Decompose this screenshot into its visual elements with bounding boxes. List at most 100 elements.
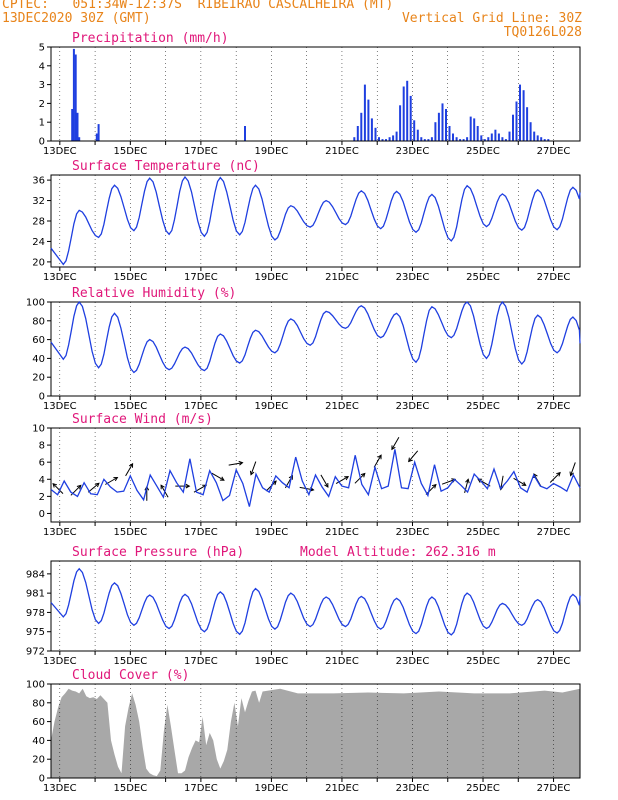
precip-bar [448, 126, 451, 141]
precip-bar [427, 139, 430, 141]
x-tick-label: 17DEC [184, 656, 218, 667]
x-tick-label: 23DEC [396, 527, 430, 538]
x-tick-label: 15DEC [113, 527, 147, 538]
wind-arrow [249, 461, 257, 476]
precip-bar [72, 48, 75, 141]
x-tick-label: 21DEC [325, 656, 359, 667]
y-tick-label: 2 [39, 99, 45, 110]
x-tick-label: 19DEC [255, 527, 289, 538]
y-tick-label: 20 [32, 257, 45, 268]
x-tick-label: 21DEC [325, 272, 359, 283]
panel-3: 0 2 4 6 8 10 13DEC 15DEC 17DEC 19DEC 21DEC 23DEC 25D… [32, 412, 581, 538]
panel-1: 20 24 28 32 36 13DEC 15DEC 17DEC 19DEC 21DEC 23DEC… [32, 159, 581, 283]
precip-bar [374, 127, 377, 141]
wind-arrow [425, 483, 437, 495]
precip-bar [476, 126, 479, 141]
y-tick-label: 20 [32, 373, 45, 384]
panel-5: 0 20 40 60 80 100 13DEC 15DEC 17DEC 19DEC 21DEC 23D… [26, 668, 581, 794]
y-tick-label: 100 [26, 298, 45, 309]
y-tick-label: 975 [26, 627, 45, 638]
precip-bar [452, 133, 454, 141]
wind-arrow [464, 478, 470, 494]
x-tick-label: 15DEC [113, 783, 147, 794]
precip-bar [441, 103, 444, 141]
y-tick-label: 0 [39, 392, 45, 403]
precip-bar [363, 84, 366, 141]
precip-bar [487, 137, 490, 141]
precip-bar [402, 86, 405, 141]
precip-bar [504, 139, 507, 141]
x-tick-label: 15DEC [113, 272, 147, 283]
precip-bar [522, 90, 525, 141]
precip-bar [353, 137, 356, 141]
x-tick-label: 19DEC [255, 146, 289, 157]
run-code: TQ0126L028 [503, 25, 582, 40]
panel-4: 972 975 978 981 984 13DEC 15DEC 17DEC 19DEC 21DEC… [26, 545, 581, 667]
cloud-cover-area [51, 688, 580, 778]
y-tick-label: 1 [39, 118, 45, 129]
series-line-4 [50, 567, 581, 636]
precip-bar [529, 122, 532, 141]
x-tick-label: 17DEC [184, 272, 218, 283]
panel-title: Cloud Cover (%) [72, 668, 189, 683]
x-tick-label: 27DEC [537, 401, 571, 412]
y-tick-label: 2 [39, 492, 45, 503]
wind-speed-line [50, 449, 581, 507]
precip-bar [466, 137, 469, 141]
y-tick-label: 20 [32, 755, 45, 766]
precip-bar [381, 139, 384, 141]
panel-title: Precipitation (mm/h) [72, 31, 229, 46]
x-tick-label: 15DEC [113, 401, 147, 412]
wind-arrow [211, 472, 225, 481]
y-tick-label: 972 [26, 647, 45, 658]
x-tick-label: 17DEC [184, 783, 218, 794]
precip-bar [434, 122, 437, 141]
precip-bar [367, 99, 370, 141]
y-tick-label: 10 [32, 424, 45, 435]
panel-title: Surface Temperature (nC) [72, 159, 260, 174]
wind-arrow [175, 483, 191, 489]
x-tick-label: 23DEC [396, 783, 430, 794]
precip-bar [515, 101, 518, 141]
x-tick-label: 21DEC [325, 527, 359, 538]
y-tick-label: 32 [32, 196, 45, 207]
x-tick-label: 27DEC [537, 783, 571, 794]
x-tick-label: 13DEC [43, 146, 77, 157]
y-tick-label: 40 [32, 736, 45, 747]
precip-bar [519, 84, 521, 141]
x-tick-label: 21DEC [325, 146, 359, 157]
precip-bar [385, 139, 387, 141]
precip-bar [406, 80, 409, 141]
x-tick-label: 25DEC [466, 146, 500, 157]
y-tick-label: 24 [32, 237, 45, 248]
wind-arrow [320, 474, 329, 488]
precip-bar [473, 118, 476, 141]
y-tick-label: 984 [26, 569, 45, 580]
precip-bar [360, 112, 363, 141]
precip-bar [378, 137, 380, 141]
x-tick-label: 27DEC [537, 272, 571, 283]
wind-arrow [549, 471, 561, 483]
panel-title: Surface Pressure (hPa) [72, 545, 244, 560]
precip-bar [437, 112, 440, 141]
y-tick-label: 28 [32, 217, 45, 228]
y-tick-label: 80 [32, 698, 45, 709]
wind-arrow [373, 454, 382, 468]
precip-bar [536, 135, 539, 141]
precip-bar [244, 126, 246, 141]
precip-bar [455, 137, 458, 141]
precip-bar [409, 95, 412, 141]
wind-arrow [228, 460, 244, 466]
precip-bar [392, 135, 395, 141]
precip-bar [399, 105, 402, 141]
precip-bar [388, 137, 391, 141]
precip-bar [416, 129, 419, 141]
y-tick-label: 8 [39, 441, 45, 452]
x-tick-label: 19DEC [255, 272, 289, 283]
x-tick-label: 13DEC [43, 401, 77, 412]
x-tick-label: 25DEC [466, 272, 500, 283]
y-tick-label: 6 [39, 458, 45, 469]
grid-line-note: Vertical Grid Line: 30Z [401, 11, 582, 26]
x-tick-label: 15DEC [113, 656, 147, 667]
panel-frame [50, 301, 581, 397]
